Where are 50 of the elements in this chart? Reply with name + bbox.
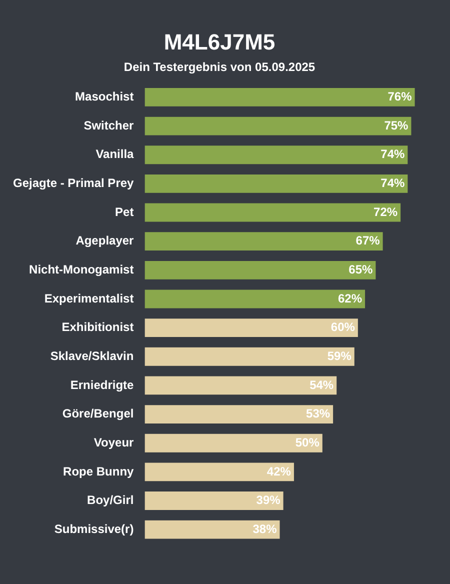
bar (144, 88, 415, 106)
data-label: 67% (356, 234, 380, 248)
y-tick-label: Submissive(r) (54, 522, 134, 536)
data-label: 54% (310, 378, 334, 392)
bar (144, 146, 408, 164)
bar (144, 232, 383, 251)
data-label: 38% (252, 522, 278, 536)
bar (144, 347, 354, 366)
y-tick-label: Masochist (75, 90, 134, 104)
bar (144, 405, 334, 424)
y-tick-label: Rope Bunny (63, 464, 134, 478)
data-label: 72% (374, 204, 398, 219)
data-label: 74% (380, 147, 405, 162)
bar (144, 434, 322, 452)
bar (144, 116, 412, 136)
bar (144, 520, 280, 539)
y-tick-label: Nicht-Monogamist (29, 262, 134, 276)
bar (144, 290, 366, 308)
data-label: 75% (384, 118, 409, 132)
y-tick-label: Ageplayer (76, 234, 134, 248)
chart-subtitle: Dein Testergebnis von 05.09.2025 (124, 60, 316, 74)
bar (144, 462, 294, 482)
data-label: 65% (348, 262, 374, 276)
y-tick-label: Sklave/Sklavin (50, 348, 134, 363)
data-label: 62% (338, 291, 362, 306)
y-tick-label: Göre/Bengel (62, 406, 134, 421)
bar (144, 260, 376, 280)
y-tick-label: Boy/Girl (87, 493, 134, 508)
data-label: 59% (327, 348, 352, 363)
bar (144, 318, 358, 338)
y-tick-label: Gejagte - Primal Prey (12, 176, 134, 190)
data-label: 74% (380, 176, 405, 190)
bar (144, 174, 408, 193)
bar (144, 492, 284, 510)
y-tick-label: Pet (115, 204, 134, 219)
data-label: 42% (266, 464, 292, 478)
y-tick-label: Erniedrigte (70, 378, 134, 392)
bar (144, 376, 337, 395)
data-label: 76% (388, 90, 412, 104)
data-label: 60% (330, 320, 356, 334)
data-label: 50% (295, 435, 320, 450)
y-tick-label: Vanilla (96, 147, 134, 162)
y-tick-label: Experimentalist (44, 291, 134, 306)
data-label: 39% (256, 493, 281, 508)
data-label: 53% (306, 406, 330, 421)
bar (144, 203, 401, 222)
chart-title: M4L6J7M5 (164, 29, 276, 54)
y-tick-label: Switcher (84, 118, 134, 132)
y-tick-label: Exhibitionist (62, 320, 134, 334)
y-tick-label: Voyeur (94, 435, 134, 450)
